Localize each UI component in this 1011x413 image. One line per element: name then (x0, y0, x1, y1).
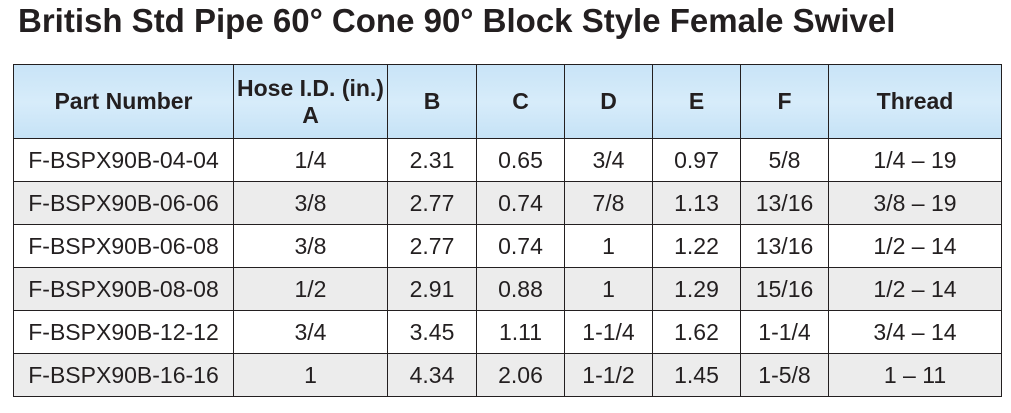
cell-d: 1-1/4 (564, 310, 653, 354)
cell-e: 1.29 (652, 267, 741, 311)
cell-thread: 3/8 – 19 (828, 181, 1002, 225)
cell-part-number: F-BSPX90B-06-06 (13, 181, 234, 225)
cell-c: 0.65 (476, 138, 565, 182)
cell-b: 2.77 (387, 181, 477, 225)
cell-hose-id: 3/8 (233, 224, 388, 268)
spec-table: Part Number Hose I.D. (in.) A B C D E F … (13, 64, 1002, 397)
cell-hose-id: 3/8 (233, 181, 388, 225)
cell-d: 1-1/2 (564, 353, 653, 397)
spec-table-container: Part Number Hose I.D. (in.) A B C D E F … (13, 64, 1002, 397)
table-row: F-BSPX90B-06-08 3/8 2.77 0.74 1 1.22 13/… (13, 224, 1002, 268)
cell-f: 5/8 (740, 138, 829, 182)
cell-d: 1 (564, 267, 653, 311)
table-row: F-BSPX90B-04-04 1/4 2.31 0.65 3/4 0.97 5… (13, 138, 1002, 182)
cell-part-number: F-BSPX90B-16-16 (13, 353, 234, 397)
cell-part-number: F-BSPX90B-08-08 (13, 267, 234, 311)
cell-f: 1-1/4 (740, 310, 829, 354)
header-d: D (564, 64, 653, 139)
cell-d: 3/4 (564, 138, 653, 182)
cell-d: 1 (564, 224, 653, 268)
header-hose-id-line1: Hose I.D. (in.) (237, 74, 384, 101)
cell-e: 1.13 (652, 181, 741, 225)
cell-part-number: F-BSPX90B-04-04 (13, 138, 234, 182)
cell-f: 15/16 (740, 267, 829, 311)
cell-thread: 1/4 – 19 (828, 138, 1002, 182)
table-header: Part Number Hose I.D. (in.) A B C D E F … (13, 64, 1002, 139)
cell-f: 13/16 (740, 224, 829, 268)
cell-e: 1.62 (652, 310, 741, 354)
header-b: B (387, 64, 477, 139)
table-row: F-BSPX90B-06-06 3/8 2.77 0.74 7/8 1.13 1… (13, 181, 1002, 225)
table-row: F-BSPX90B-16-16 1 4.34 2.06 1-1/2 1.45 1… (13, 353, 1002, 397)
table-row: F-BSPX90B-12-12 3/4 3.45 1.11 1-1/4 1.62… (13, 310, 1002, 354)
page-title: British Std Pipe 60° Cone 90° Block Styl… (18, 2, 896, 39)
header-hose-id-line2: A (302, 101, 319, 128)
cell-c: 0.88 (476, 267, 565, 311)
cell-thread: 1 – 11 (828, 353, 1002, 397)
cell-hose-id: 1/2 (233, 267, 388, 311)
table-body: F-BSPX90B-04-04 1/4 2.31 0.65 3/4 0.97 5… (13, 138, 1002, 397)
cell-e: 1.45 (652, 353, 741, 397)
cell-f: 1-5/8 (740, 353, 829, 397)
cell-thread: 3/4 – 14 (828, 310, 1002, 354)
cell-b: 2.31 (387, 138, 477, 182)
header-part-number: Part Number (13, 64, 234, 139)
header-f: F (740, 64, 829, 139)
header-e: E (652, 64, 741, 139)
cell-hose-id: 1 (233, 353, 388, 397)
cell-part-number: F-BSPX90B-06-08 (13, 224, 234, 268)
cell-b: 2.91 (387, 267, 477, 311)
table-row: F-BSPX90B-08-08 1/2 2.91 0.88 1 1.29 15/… (13, 267, 1002, 311)
header-hose-id: Hose I.D. (in.) A (233, 64, 388, 139)
cell-c: 0.74 (476, 181, 565, 225)
header-row: Part Number Hose I.D. (in.) A B C D E F … (13, 64, 1002, 139)
cell-c: 1.11 (476, 310, 565, 354)
cell-e: 1.22 (652, 224, 741, 268)
header-thread: Thread (828, 64, 1002, 139)
cell-c: 0.74 (476, 224, 565, 268)
cell-hose-id: 3/4 (233, 310, 388, 354)
cell-b: 2.77 (387, 224, 477, 268)
cell-thread: 1/2 – 14 (828, 224, 1002, 268)
header-c: C (476, 64, 565, 139)
cell-b: 3.45 (387, 310, 477, 354)
cell-part-number: F-BSPX90B-12-12 (13, 310, 234, 354)
cell-c: 2.06 (476, 353, 565, 397)
cell-f: 13/16 (740, 181, 829, 225)
cell-b: 4.34 (387, 353, 477, 397)
cell-e: 0.97 (652, 138, 741, 182)
cell-thread: 1/2 – 14 (828, 267, 1002, 311)
cell-hose-id: 1/4 (233, 138, 388, 182)
cell-d: 7/8 (564, 181, 653, 225)
